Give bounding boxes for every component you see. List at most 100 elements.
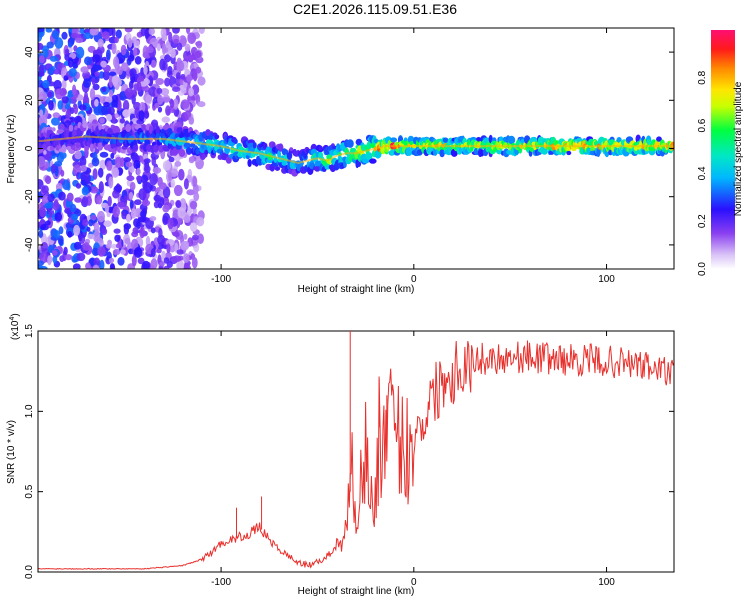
spectrogram-noise-cell: [48, 100, 54, 111]
spectrogram-ridge-cell: [43, 150, 47, 155]
spectrogram-ridge-cell: [625, 136, 634, 143]
spectrogram-ridge-cell: [247, 139, 255, 144]
spectrogram-noise-cell: [61, 31, 68, 40]
spectrogram-noise-cell: [137, 257, 145, 265]
spectrogram-noise-cell: [183, 241, 189, 249]
spectrogram-ridge-cell: [596, 148, 601, 158]
spectrogram-noise-cell: [54, 166, 59, 177]
spectrogram-ridge-cell: [132, 144, 138, 151]
spectrogram-noise-cell: [91, 76, 96, 86]
spectrogram-noise-cell: [122, 109, 131, 118]
colorbar-tick-label: 0.0: [697, 262, 708, 276]
spectrogram-noise-cell: [117, 201, 126, 208]
spectrogram-noise-cell: [112, 205, 121, 218]
spectrogram-noise-cell: [146, 46, 154, 54]
spectrogram-noise-cell: [111, 167, 120, 178]
spectrogram-noise-cell: [127, 54, 135, 62]
spectrogram-ridge-cell: [277, 150, 281, 159]
spectrogram-noise-cell: [67, 231, 73, 238]
spectrogram-noise-cell: [114, 113, 119, 119]
spectrogram-noise-cell: [38, 156, 46, 168]
spectrogram-noise-cell: [170, 48, 176, 59]
spectrogram-noise-cell: [161, 97, 171, 103]
spectrogram-noise-cell: [163, 257, 170, 264]
spectrogram-noise-cell: [126, 175, 135, 181]
spectrogram-noise-cell: [176, 217, 183, 225]
spectrogram-noise-cell: [99, 159, 107, 170]
spectrogram-noise-cell: [59, 151, 67, 159]
spectrogram-noise-cell: [103, 220, 112, 227]
spectrogram-noise-cell: [170, 179, 176, 188]
spectrogram-noise-cell: [114, 156, 123, 168]
spectrogram-noise-cell: [106, 211, 111, 218]
spectrogram-ridge-cell: [86, 129, 91, 136]
spectrogram-noise-cell: [68, 68, 78, 77]
spectrogram-noise-cell: [136, 175, 142, 182]
spectrogram-noise-cell: [72, 263, 81, 269]
spectrogram-noise-cell: [47, 193, 55, 203]
spectrogram-noise-cell: [92, 168, 98, 180]
spectrogram-noise-cell: [139, 101, 146, 113]
spectrogram-ridge-cell: [148, 125, 153, 134]
spectrogram-ridge-cell: [144, 138, 151, 146]
spectrogram-noise-cell: [47, 255, 52, 266]
spectrogram-noise-cell: [161, 42, 167, 55]
spectrogram-ridge-cell: [141, 124, 147, 131]
spectrogram-noise-cell: [108, 176, 114, 189]
spectrogram-noise-cell: [54, 161, 63, 167]
spectrogram-noise-cell: [187, 32, 197, 44]
spectrogram-noise-cell: [144, 28, 150, 40]
spectrogram-noise-cell: [79, 104, 87, 111]
spectrogram-noise-cell: [128, 192, 134, 200]
spectrogram-noise-cell: [167, 171, 173, 182]
spectrogram-noise-cell: [157, 106, 163, 113]
spectrogram-noise-cell: [189, 200, 198, 210]
snr-x-tick-label: 0: [411, 577, 417, 588]
spectrogram-noise-cell: [105, 243, 113, 249]
spectrogram-noise-cell: [38, 64, 45, 75]
spectrogram-noise-cell: [134, 56, 142, 65]
snr-frame: [37, 330, 675, 573]
spectrogram-noise-cell: [176, 60, 185, 72]
spectrogram-noise-cell: [142, 260, 150, 269]
spectrogram-noise-cell: [99, 259, 105, 269]
spectrogram-noise-cell: [92, 230, 101, 243]
spectrogram-noise-cell: [196, 217, 205, 227]
spectrogram-ridge-cell: [469, 146, 474, 152]
spectrogram-ridge-cell: [98, 123, 103, 131]
spectrogram-noise-cell: [184, 43, 191, 52]
spectrogram-ridge-cell: [97, 142, 104, 151]
spectrogram-noise-cell: [162, 160, 171, 171]
spectrogram-noise-cell: [99, 117, 105, 124]
snr-y-tick-label: 0.0: [24, 565, 35, 579]
spectrogram-ridge-cell: [390, 137, 398, 143]
spectrogram-noise-cell: [186, 74, 193, 83]
spectrogram-panel: -100 0 100 -40 -20 0 20 40 Height of straight l…: [6, 27, 744, 295]
spectrogram-noise-cell: [74, 197, 82, 203]
spectrogram-noise-cell: [69, 203, 77, 213]
spectrogram-noise-cell: [107, 195, 112, 207]
spectrogram-y-tick-label: -40: [24, 237, 35, 252]
spectrogram-noise-cell: [45, 28, 53, 33]
spectrogram-noise-cell: [47, 244, 55, 253]
spectrogram-ridge-cell: [286, 152, 293, 160]
snr-x-tick-label: -100: [211, 577, 231, 588]
spectrogram-noise-cell: [80, 66, 89, 74]
spectrogram-noise-cell: [89, 88, 96, 100]
spectrogram-noise-cell: [46, 41, 54, 49]
spectrogram-noise-cell: [59, 255, 65, 262]
colorbar-tick-label: 0.4: [697, 166, 708, 180]
spectrogram-noise-cell: [80, 172, 86, 182]
spectrogram-noise-cell: [105, 96, 113, 104]
spectrogram-noise-cell: [173, 184, 183, 197]
spectrogram-noise-cell: [85, 262, 91, 269]
spectrogram-ridge-cell: [204, 149, 209, 155]
spectrogram-noise-cell: [142, 180, 148, 191]
spectrogram-noise-cell: [185, 54, 195, 61]
spectrogram-noise-cell: [148, 28, 155, 35]
spectrogram-noise-cell: [132, 227, 139, 235]
spectrogram-noise-cell: [114, 234, 121, 242]
spectrogram-noise-cell: [54, 212, 63, 222]
spectrogram-ridge-cell: [507, 135, 516, 145]
spectrogram-noise-cell: [73, 105, 79, 115]
